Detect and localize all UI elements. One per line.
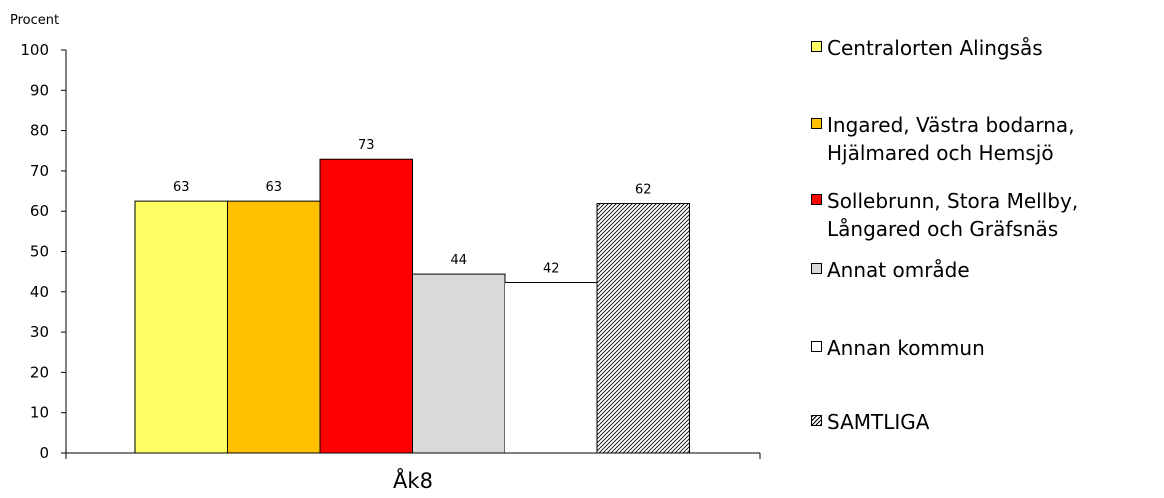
data-labels: 63 63 73 44 42 62	[173, 138, 652, 276]
y-tick-label: 60	[30, 202, 49, 220]
bar-annan-kommun	[505, 282, 598, 453]
legend-label: Annan kommun	[827, 336, 985, 360]
legend-label: Annat område	[827, 258, 970, 282]
legend-item: Centralorten Alingsås	[811, 34, 1043, 62]
y-tick-label: 80	[30, 122, 49, 140]
legend-swatch	[811, 194, 822, 205]
x-category-label: Åk8	[393, 467, 433, 493]
legend-swatch	[811, 415, 822, 426]
bar-ingared-västra-bodarna-hjälmared-och-hemsjö	[227, 200, 321, 454]
bar-chart: Procent 0 10 20 30 40 50 60 70 80 90 100 63 63 73 44 4…	[10, 13, 761, 493]
legend-label: SAMTLIGA	[827, 410, 930, 434]
legend-label: Sollebrunn, Stora Mellby, Långared och G…	[827, 189, 1079, 241]
y-tick-label: 30	[30, 323, 49, 341]
data-label: 63	[173, 180, 190, 195]
legend-swatch	[811, 118, 822, 129]
legend-label: Ingared, Västra bodarna, Hjälmared och H…	[827, 113, 1075, 165]
y-axis-title: Procent	[10, 13, 59, 28]
bars	[134, 158, 690, 454]
legend-item: Annat område	[811, 256, 970, 284]
legend-item: Ingared, Västra bodarna, Hjälmared och H…	[811, 111, 1075, 167]
y-tick-label: 50	[30, 243, 49, 261]
data-label: 44	[450, 253, 467, 268]
y-tick-label: 20	[30, 363, 49, 381]
bar-sollebrunn-stora-mellby-långared-och-gräfsnäs	[319, 158, 413, 454]
legend-swatch	[811, 263, 822, 274]
y-tick-label: 90	[30, 81, 49, 99]
legend-item: Sollebrunn, Stora Mellby, Långared och G…	[811, 187, 1078, 243]
y-tick-label: 40	[30, 283, 49, 301]
y-tick-label: 70	[30, 162, 49, 180]
legend-swatch	[811, 41, 822, 52]
bar-centralorten-alingsås	[134, 200, 228, 454]
bar-samtliga	[596, 203, 690, 454]
legend-label: Centralorten Alingsås	[827, 36, 1043, 60]
legend-item: SAMTLIGA	[811, 408, 929, 436]
data-label: 62	[635, 183, 652, 198]
bar-annat-område	[412, 273, 506, 454]
legend-swatch	[811, 341, 822, 352]
x-axis: Åk8	[65, 452, 761, 493]
legend: Centralorten Alingsås Ingared, Västra bod…	[811, 0, 1164, 498]
data-label: 42	[543, 262, 560, 277]
y-axis: 0 10 20 30 40 50 60 70 80 90 100	[20, 41, 67, 462]
y-tick-label: 100	[20, 41, 49, 59]
legend-item: Annan kommun	[811, 334, 985, 362]
y-tick-label: 10	[30, 404, 49, 422]
data-label: 73	[358, 138, 375, 153]
data-label: 63	[265, 180, 282, 195]
y-tick-label: 0	[39, 444, 49, 462]
